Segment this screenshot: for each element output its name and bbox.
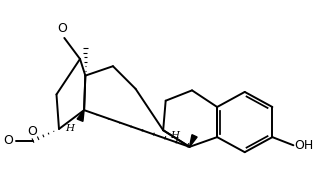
Text: OH: OH (295, 139, 314, 152)
Text: H: H (65, 125, 74, 134)
Polygon shape (190, 135, 197, 147)
Text: O: O (3, 134, 13, 147)
Text: O: O (27, 125, 37, 138)
Polygon shape (77, 110, 84, 121)
Text: H: H (170, 131, 180, 140)
Text: O: O (57, 22, 67, 36)
